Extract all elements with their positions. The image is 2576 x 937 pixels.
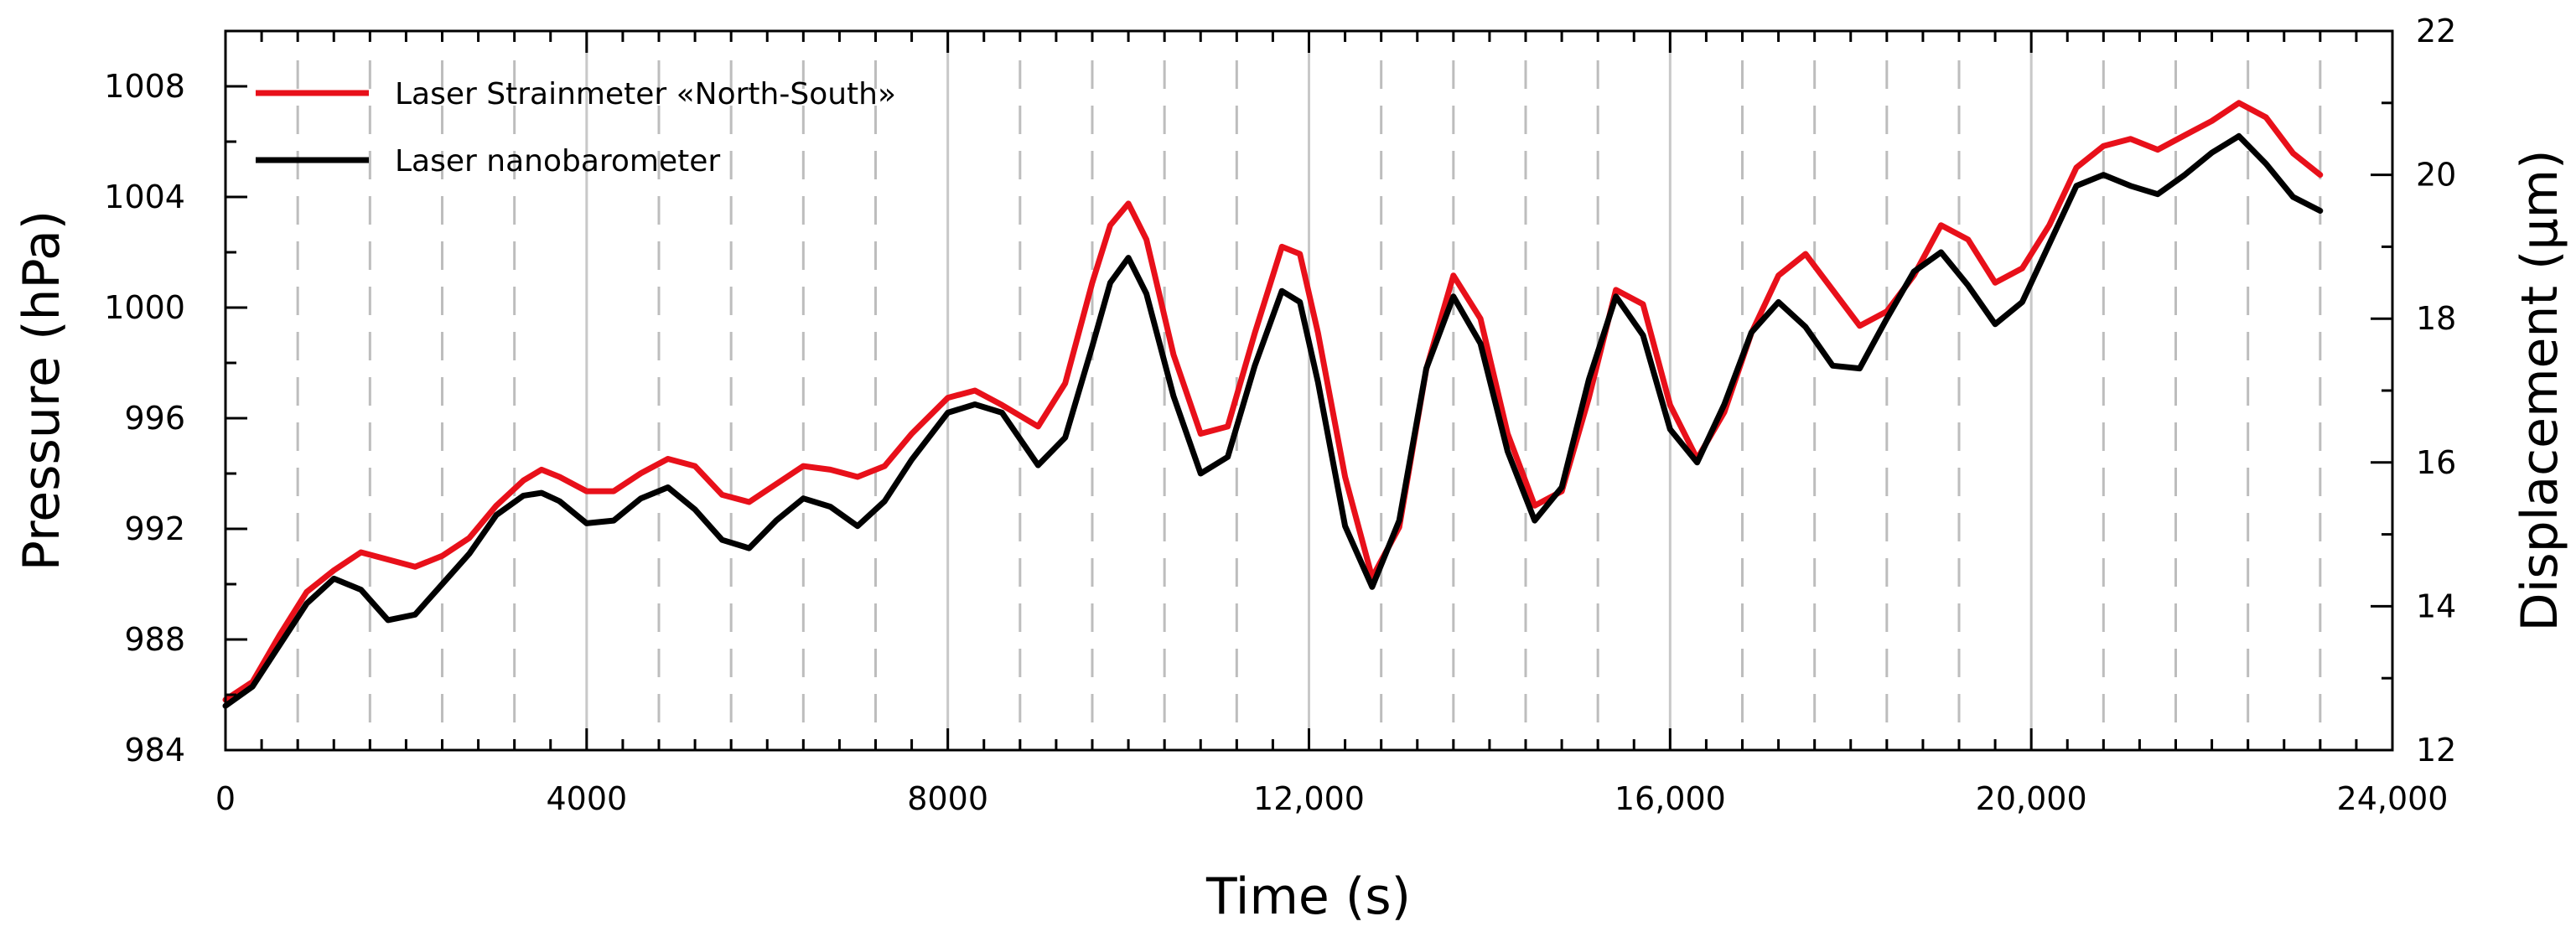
x-tick-label: 4000 — [546, 780, 627, 817]
legend-label-nanobarometer: Laser nanobarometer — [395, 144, 720, 179]
legend: Laser Strainmeter «North-South» Laser na… — [256, 77, 896, 179]
y-left-tick-label: 1000 — [104, 289, 185, 326]
series-line-nanobarometer — [222, 132, 2324, 709]
y-left-tick-label: 992 — [124, 510, 185, 547]
series-lines — [222, 100, 2324, 709]
y-right-tick-label: 16 — [2416, 444, 2456, 481]
x-tick-label: 24,000 — [2337, 780, 2449, 817]
y-right-tick-label: 20 — [2416, 157, 2456, 194]
y-right-tick-label: 14 — [2416, 588, 2456, 624]
series-line-strainmeter — [222, 100, 2324, 703]
y-left-tick-label: 988 — [124, 621, 185, 658]
y-right-tick-label: 18 — [2416, 300, 2456, 337]
x-tick-label: 20,000 — [1976, 780, 2087, 817]
legend-label-strainmeter: Laser Strainmeter «North-South» — [395, 77, 896, 111]
y-left-tick-label: 1008 — [104, 68, 185, 105]
x-axis-title: Time (s) — [1205, 867, 1411, 926]
y-right-tick-label: 12 — [2416, 732, 2456, 769]
y-left-tick-label: 984 — [124, 732, 185, 769]
y-axis-title-right: Displacement (µm) — [2511, 150, 2569, 632]
y-left-tick-label: 1004 — [104, 179, 185, 215]
axis-ticks: 0 4000 8000 12,000 16,000 20,000 24,000 984 988 9… — [104, 13, 2456, 817]
x-tick-label: 0 — [215, 780, 236, 817]
y-left-tick-label: 996 — [124, 400, 185, 437]
x-tick-label: 16,000 — [1615, 780, 1726, 817]
x-tick-label: 8000 — [907, 780, 988, 817]
grid-lines — [296, 31, 2322, 750]
y-axis-title-left: Pressure (hPa) — [13, 210, 71, 571]
y-right-tick-label: 22 — [2416, 13, 2456, 49]
x-tick-label: 12,000 — [1253, 780, 1365, 817]
